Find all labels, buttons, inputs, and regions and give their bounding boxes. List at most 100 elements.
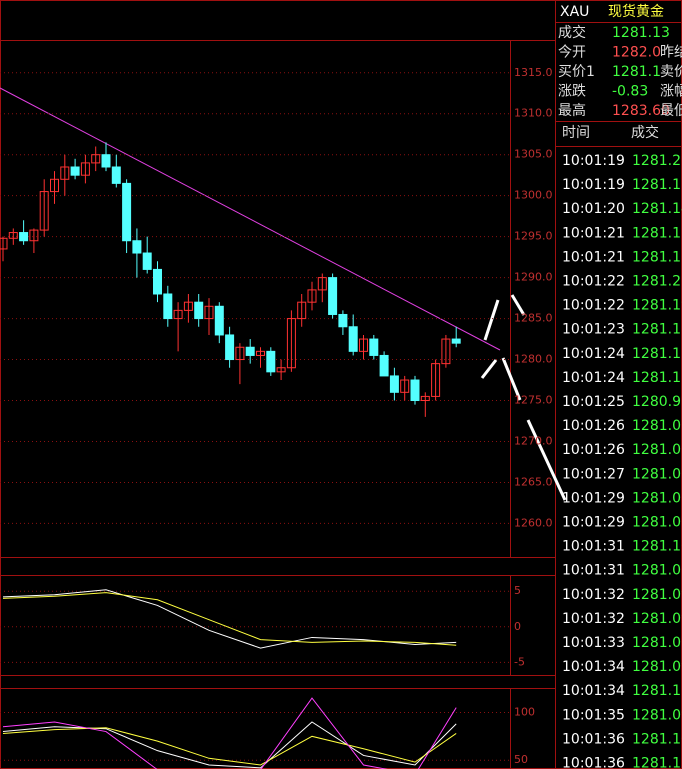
- quote-label: 最高: [558, 102, 586, 119]
- candle-body: [348, 326, 358, 352]
- candle-body: [142, 252, 152, 270]
- tick-time: 10:01:22: [562, 274, 625, 290]
- tick-price: 1281.18: [632, 322, 682, 338]
- tick-price: 1281.13: [632, 346, 682, 362]
- tick-time: 10:01:24: [562, 346, 625, 362]
- y-tick-label: 5: [514, 584, 521, 597]
- tick-price: 1281.2: [632, 274, 681, 290]
- y-tick-label: -5: [514, 655, 525, 668]
- quote-label: 成交: [558, 24, 586, 41]
- candle-body: [29, 229, 39, 242]
- candle-body: [266, 350, 276, 373]
- tick-header: 时间: [562, 125, 590, 141]
- tick-time: 10:01:24: [562, 370, 625, 386]
- y-tick-label: 1300.0: [514, 189, 553, 202]
- candle-body: [338, 313, 348, 328]
- candle-body: [451, 338, 461, 344]
- candle-body: [70, 166, 80, 176]
- name: 现货黄金: [608, 3, 664, 20]
- candle-body: [91, 154, 101, 164]
- candle-body: [19, 232, 29, 242]
- candle-body: [39, 191, 49, 231]
- candle-body: [163, 293, 173, 320]
- candle-body: [276, 367, 286, 373]
- candle-body: [245, 346, 255, 356]
- y-tick-label: 1265.0: [514, 475, 553, 488]
- candle-body: [369, 338, 379, 356]
- quote-value: 1282.0: [612, 45, 661, 61]
- candle-body: [225, 334, 235, 361]
- tick-price: 1281.2: [632, 153, 681, 169]
- indicator-line: [2, 589, 457, 649]
- candle-body: [204, 305, 214, 320]
- candle-body: [410, 379, 420, 402]
- tick-price: 1281.1: [632, 370, 681, 386]
- tick-price: 1281.19: [632, 298, 682, 314]
- tick-price: 1281.09: [632, 587, 682, 603]
- tick-time: 10:01:26: [562, 418, 625, 434]
- indicator-line: [2, 721, 457, 769]
- candle-body: [173, 309, 183, 320]
- y-tick-label: 0: [514, 620, 521, 633]
- candle-body: [0, 237, 8, 250]
- candle-body: [122, 182, 132, 242]
- tick-time: 10:01:25: [562, 394, 625, 410]
- y-tick-label: 1275.0: [514, 394, 553, 407]
- candle-body: [132, 240, 142, 254]
- tick-time: 10:01:21: [562, 249, 625, 265]
- candle-body: [400, 379, 410, 393]
- candle-body: [307, 289, 317, 303]
- candle-body: [328, 277, 338, 315]
- y-tick-label: 1270.0: [514, 434, 553, 447]
- candle-body: [297, 301, 307, 320]
- tick-time: 10:01:29: [562, 490, 625, 506]
- tick-price: 1281.09: [632, 611, 682, 627]
- y-tick-label: 1305.0: [514, 148, 553, 161]
- tick-time: 10:01:22: [562, 298, 625, 314]
- tick-time: 10:01:31: [562, 563, 625, 579]
- quote-label: 涨跌: [558, 84, 586, 100]
- tick-time: 10:01:26: [562, 442, 625, 458]
- tick-price: 1281.13: [632, 177, 682, 193]
- tick-price: 1281.09: [632, 707, 682, 723]
- candle-body: [60, 166, 70, 180]
- candle-body: [256, 350, 265, 356]
- candle-body: [153, 268, 162, 295]
- quote-label: 涨幅: [660, 84, 682, 100]
- tick-time: 10:01:32: [562, 587, 625, 603]
- candle-body: [50, 178, 59, 193]
- tick-price: 1281.07: [632, 635, 682, 651]
- candle-body: [214, 305, 224, 336]
- candle-body: [317, 277, 327, 291]
- candle-body: [235, 346, 245, 361]
- y-tick-label: 100: [514, 705, 535, 718]
- tick-price: 1281.1: [632, 683, 681, 699]
- indicator-line: [2, 592, 457, 646]
- trendline: [0, 87, 501, 351]
- candle-body: [286, 318, 296, 369]
- candle-body: [379, 354, 389, 377]
- tick-time: 10:01:34: [562, 659, 625, 675]
- symbol: XAU: [560, 4, 589, 20]
- quote-value: 1281.1: [612, 64, 661, 80]
- quote-value: 1283.60: [612, 103, 670, 119]
- arrows: [480, 294, 567, 501]
- tick-time: 10:01:35: [562, 707, 625, 723]
- candle-body: [8, 232, 18, 239]
- indicator-line: [2, 697, 457, 769]
- tick-price: 1281.02: [632, 490, 682, 506]
- tick-price: 1281.03: [632, 515, 682, 531]
- tick-price: 1280.97: [632, 394, 682, 410]
- tick-time: 10:01:19: [562, 177, 625, 193]
- y-tick-label: 1295.0: [514, 230, 553, 243]
- candle-body: [111, 166, 121, 184]
- tick-time: 10:01:27: [562, 466, 625, 482]
- tick-time: 10:01:34: [562, 683, 625, 699]
- candle-body: [194, 301, 204, 320]
- y-tick-label: 50: [514, 753, 528, 766]
- y-tick-label: 1285.0: [514, 312, 553, 325]
- tick-time: 10:01:33: [562, 635, 625, 651]
- tick-time: 10:01:36: [562, 756, 625, 769]
